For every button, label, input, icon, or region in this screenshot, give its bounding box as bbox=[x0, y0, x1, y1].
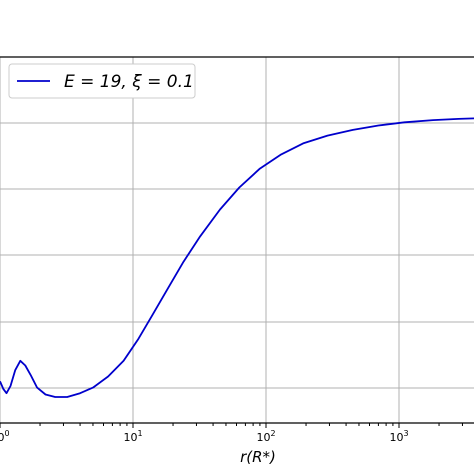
x-ticks: 100 101 102 103 bbox=[0, 423, 463, 444]
x-tick-label: 102 bbox=[256, 429, 275, 444]
axes bbox=[0, 56, 474, 424]
legend-box bbox=[8, 63, 196, 99]
legend-series-label: E = 19, ξ = 0.1 bbox=[64, 72, 194, 92]
x-axis-label: r(R*) bbox=[240, 448, 276, 466]
series-lines bbox=[0, 117, 474, 398]
x-tick-label: 103 bbox=[389, 429, 408, 444]
x-tick-label: 100 bbox=[0, 429, 10, 444]
series-line bbox=[0, 117, 474, 398]
gridlines bbox=[0, 57, 474, 423]
x-tick-label: 101 bbox=[123, 429, 142, 444]
legend: E = 19, ξ = 0.1 bbox=[8, 63, 196, 99]
